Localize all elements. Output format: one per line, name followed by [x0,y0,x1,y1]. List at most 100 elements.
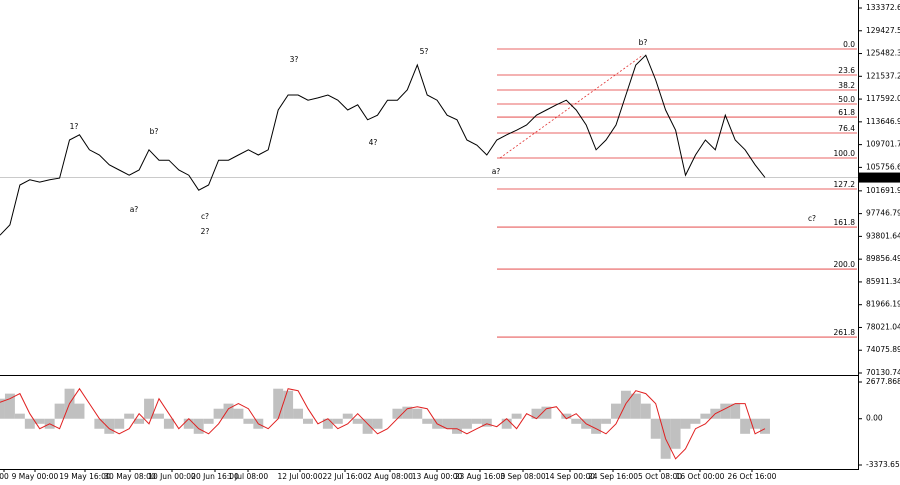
y-tick-label: 74075.89 [866,345,900,354]
histogram-bar [392,408,403,419]
x-tick-label: 3 Sep 08:00 [500,472,546,481]
x-tick-label: 13 Aug 00:00 [412,472,463,481]
histogram-bar [422,418,433,424]
wave-label: 3? [290,55,299,64]
x-tick-label: 22 Jul 16:00 [323,472,368,481]
fib-label: 161.8 [834,218,856,227]
wave-label: a? [130,205,139,214]
histogram-bar [680,418,691,429]
y-tick-label: 109701.79 [866,140,900,149]
price-line [0,54,766,236]
y-tick-label: 2677.868 [866,377,900,386]
histogram-bar [273,388,284,419]
wave-label: a? [492,167,501,176]
x-tick-label: 14 Sep 00:00 [545,472,595,481]
histogram-bar [4,393,15,419]
histogram-bar [203,418,214,424]
y-tick-label: 133372.69 [866,3,900,12]
histogram-bar [690,418,701,424]
histogram-bar [0,398,5,419]
histogram-bar [571,418,582,424]
x-tick-label: 5 Oct 08:00 [638,472,682,481]
histogram-bar [24,418,35,429]
x-tick-label: 19 May 16:00 [59,472,111,481]
histogram-bar [402,406,413,419]
x-tick-label: 20 Jun 16:00 [191,472,239,481]
histogram-bar [34,418,45,424]
y-tick-label: 97746.79 [866,209,900,218]
histogram-bar [352,418,363,424]
histogram-bar [193,418,204,434]
histogram-bar [104,418,115,434]
histogram-bar [501,418,512,429]
histogram-bar [670,418,681,449]
wave-label: b? [150,127,159,136]
histogram-bar [362,418,373,434]
histogram-bar [481,418,492,427]
histogram-bar [233,408,244,419]
fib-label: 50.0 [838,95,855,104]
x-tick-label: 00 [0,472,9,481]
y-tick-label: 81966.19 [866,300,900,309]
histogram-bar [452,418,462,434]
wave-label: 4? [369,138,378,147]
histogram-bar [372,418,383,429]
x-tick-label: 9 May 00:00 [12,472,59,481]
histogram-bar [740,418,751,434]
signal-line [0,387,766,460]
y-tick-label: 105756.64 [866,162,900,171]
last-price-box [859,172,900,183]
x-tick-label: 1 Jul 08:00 [228,472,268,481]
histogram-bar [471,418,482,424]
y-tick-label: 129427.54 [866,26,900,35]
histogram-bar [144,398,154,419]
histogram-bar [442,418,453,429]
fib-label: 200.0 [834,260,856,269]
fib-label: 38.2 [838,81,855,90]
histogram-bar [640,403,651,419]
y-tick-label: 85911.34 [866,277,900,286]
histogram-bar [183,418,194,429]
fib-label: 23.6 [838,66,855,75]
histogram-bar [153,413,164,419]
histogram-bar [94,418,105,429]
histogram-bar [750,418,761,429]
histogram-bar [531,408,542,419]
wave-label: b? [639,38,648,47]
fib-label: 76.4 [838,124,855,133]
histogram-bar [243,418,254,424]
histogram-bar [561,413,572,419]
histogram-bar [620,390,631,419]
histogram-bar [14,413,25,419]
y-tick-label: 101691.94 [866,186,900,195]
histogram-bar [303,418,313,424]
y-tick-label: 89856.49 [866,254,900,263]
x-tick-label: 23 Aug 16:00 [455,472,506,481]
histogram-bar [630,393,641,419]
histogram-bar [601,418,612,424]
histogram-bar [591,418,602,434]
histogram-bar [322,418,333,429]
histogram-bar [134,418,145,424]
histogram-bar [342,413,353,419]
fib-label: 0.0 [843,40,855,49]
histogram-bar [293,408,304,419]
histogram-bar [54,403,65,419]
histogram-bar [283,390,294,419]
wave-label: 2? [201,227,210,236]
y-tick-label: -3373.653 [866,460,900,469]
wave-connector [499,54,644,159]
histogram-bar [213,408,224,419]
histogram-bar [412,408,423,419]
fib-label: 100.0 [834,149,856,158]
histogram-bar [511,413,522,419]
histogram-bar [730,403,741,419]
wave-label: 5? [420,47,429,56]
last-price-label: 103994.36 [862,173,900,182]
x-tick-label: 30 May 08:00 [104,472,156,481]
y-tick-label: 93801.64 [866,231,900,240]
histogram-bar [720,403,731,419]
histogram-bar [332,418,343,424]
